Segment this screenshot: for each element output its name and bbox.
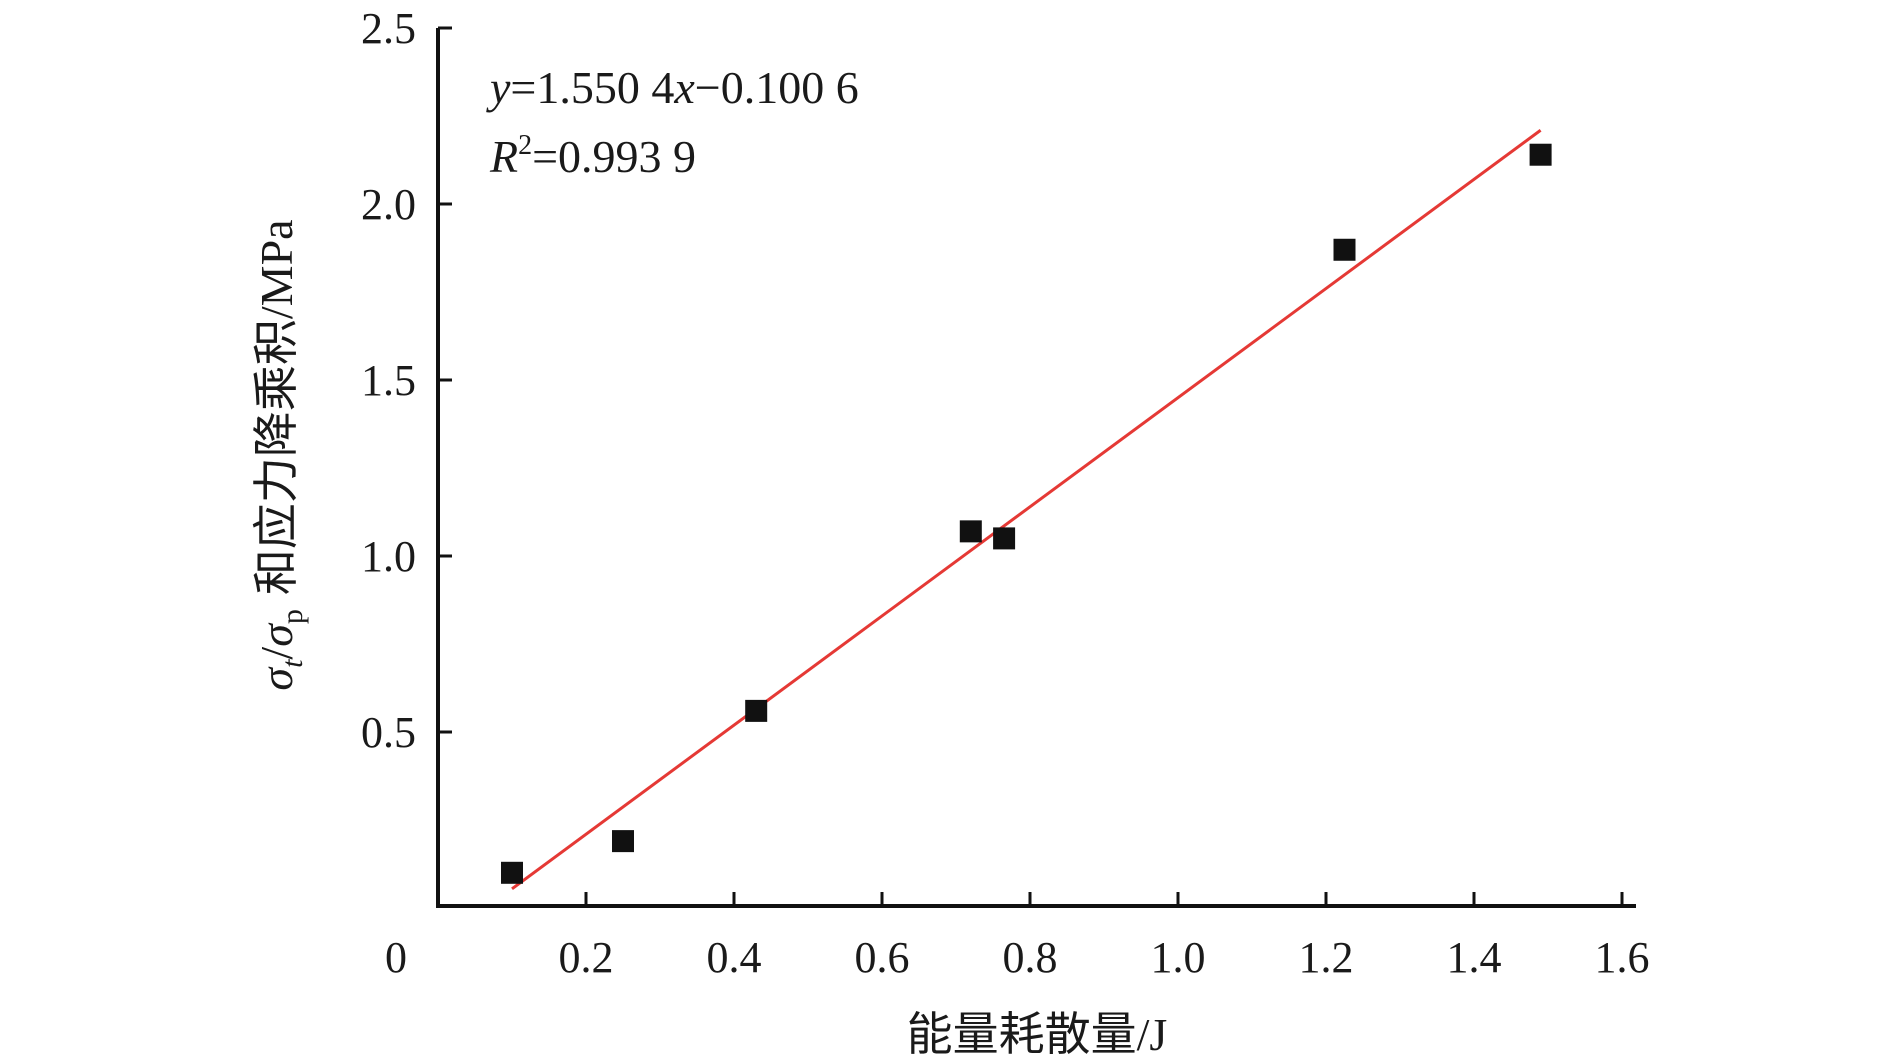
x-axis-title: 能量耗散量/J [907, 1009, 1168, 1060]
y-tick-label: 1.0 [361, 532, 416, 581]
y-tick-label: 0.5 [361, 708, 416, 757]
data-point [1529, 143, 1552, 166]
data-point [501, 861, 523, 884]
equation-annotation: y=1.550 4x−0.100 6 [486, 62, 859, 113]
data-point [1333, 238, 1356, 261]
data-point [612, 830, 634, 853]
y-tick-label: 1.5 [361, 356, 416, 405]
x-tick-label: 0.6 [855, 933, 910, 982]
data-point [959, 520, 982, 543]
x-tick-label: 1.6 [1595, 933, 1650, 982]
x-ticks [584, 892, 1624, 906]
data-points [501, 143, 1552, 884]
x-tick-label: 0.8 [1003, 933, 1058, 982]
data-point [993, 527, 1016, 550]
y-tick-label: 2.0 [361, 180, 416, 229]
x-tick-labels: 0 0.2 0.4 0.6 0.8 1.0 1.2 1.4 1.6 [385, 933, 1650, 982]
x-tick-label: 0.2 [559, 933, 614, 982]
x-tick-label: 1.4 [1447, 933, 1502, 982]
x-tick-label: 1.2 [1299, 933, 1354, 982]
y-tick-label: 2.5 [361, 4, 416, 53]
data-point [745, 699, 768, 722]
x-tick-label: 0.4 [707, 933, 762, 982]
r2-annotation: R2=0.993 9 [489, 130, 696, 182]
x-tick-label: 1.0 [1151, 933, 1206, 982]
y-ticks [438, 26, 452, 734]
fit-line [511, 129, 1542, 891]
y-tick-labels: 0.5 1.0 1.5 2.0 2.5 [361, 4, 416, 757]
x-tick-label: 0 [385, 933, 407, 982]
y-axis-title: σt/σp和应力降乘积/MPa [251, 219, 309, 690]
